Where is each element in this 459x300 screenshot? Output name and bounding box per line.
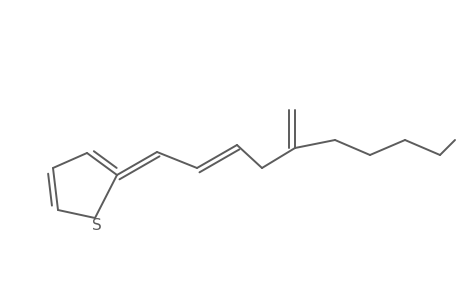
Text: S: S xyxy=(92,218,101,232)
